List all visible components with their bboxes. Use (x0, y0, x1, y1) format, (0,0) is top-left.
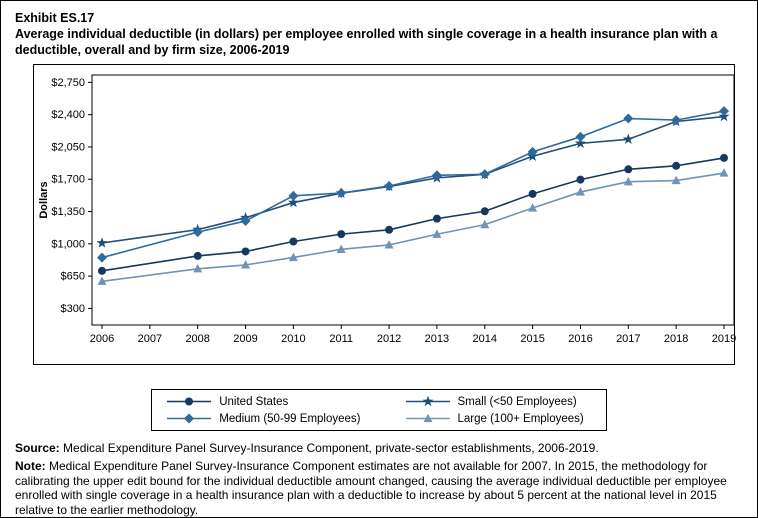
source-label: Source: (15, 441, 60, 456)
svg-text:$1,700: $1,700 (51, 174, 85, 186)
legend-item: Small (<50 Employees) (405, 395, 584, 408)
svg-text:$2,750: $2,750 (51, 77, 85, 89)
svg-text:2018: 2018 (664, 333, 688, 345)
legend-label: Large (100+ Employees) (457, 412, 584, 425)
svg-text:2006: 2006 (90, 333, 114, 345)
svg-text:2017: 2017 (616, 333, 640, 345)
svg-text:$1,350: $1,350 (51, 206, 85, 218)
svg-text:$2,400: $2,400 (51, 109, 85, 121)
legend-circle-icon (167, 397, 212, 406)
legend-star-icon (405, 395, 450, 407)
svg-text:2015: 2015 (520, 333, 544, 345)
exhibit-number: Exhibit ES.17 (15, 11, 95, 25)
svg-text:2008: 2008 (185, 333, 209, 345)
source-text: Medical Expenditure Panel Survey-Insuran… (63, 441, 599, 456)
svg-text:2011: 2011 (329, 333, 353, 345)
svg-text:2012: 2012 (377, 333, 401, 345)
svg-text:2013: 2013 (425, 333, 449, 345)
svg-text:2007: 2007 (138, 333, 162, 345)
svg-text:2014: 2014 (473, 333, 497, 345)
chart-container: $300 $650 $1,000 $1,350 $1,700 $2,050 $2,400 $2… (33, 64, 736, 366)
chart-legend: United States Small (<50 Employees) Medium… (151, 389, 607, 432)
deductible-line-chart: $300 $650 $1,000 $1,350 $1,700 $2,050 $2,400 $2… (38, 74, 736, 345)
svg-text:$300: $300 (61, 303, 85, 315)
svg-text:2019: 2019 (712, 333, 736, 345)
legend-triangle-icon (405, 413, 450, 423)
legend-item: United States (166, 395, 360, 408)
svg-text:2016: 2016 (568, 333, 592, 345)
svg-text:2010: 2010 (281, 333, 305, 345)
svg-text:2009: 2009 (233, 333, 257, 345)
legend-label: United States (219, 395, 289, 408)
legend-label: Medium (50-99 Employees) (219, 412, 361, 425)
legend-diamond-icon (167, 413, 212, 424)
figure-title: Average individual deductible (in dollar… (15, 27, 718, 57)
note-text: Medical Expenditure Panel Survey-Insuran… (15, 458, 727, 517)
methodology-note: Note: Medical Expenditure Panel Survey-I… (15, 458, 743, 517)
legend-label: Small (<50 Employees) (457, 395, 577, 408)
svg-text:$2,050: $2,050 (51, 142, 85, 154)
legend-item: Large (100+ Employees) (405, 412, 584, 425)
source-note: Source: Medical Expenditure Panel Survey… (15, 441, 743, 456)
svg-text:Dollars: Dollars (38, 182, 50, 219)
note-label: Note: (15, 458, 46, 473)
svg-text:$1,000: $1,000 (51, 239, 85, 251)
svg-text:$650: $650 (61, 271, 85, 283)
legend-item: Medium (50-99 Employees) (166, 412, 361, 425)
